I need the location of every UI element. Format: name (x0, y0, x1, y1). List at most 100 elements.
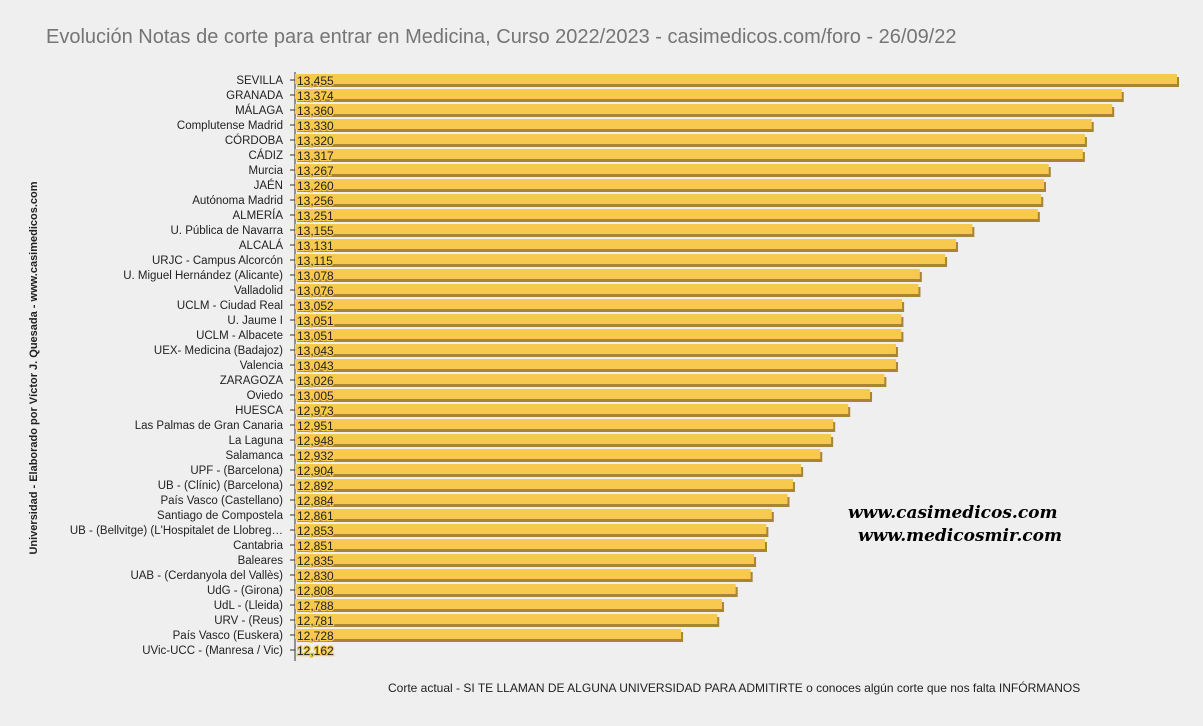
category-label: URV - (Reus) (214, 615, 283, 627)
data-label: 13,026 (297, 374, 334, 388)
category-label: Murcia (248, 165, 283, 177)
bar (295, 89, 1122, 99)
bar (295, 614, 718, 624)
bar (295, 224, 973, 234)
category-label: La Laguna (229, 435, 284, 447)
data-label: 13,267 (297, 164, 334, 178)
category-label: SEVILLA (236, 75, 283, 87)
bar (295, 104, 1113, 114)
data-label: 13,078 (297, 269, 334, 283)
bar (295, 119, 1092, 129)
data-label: 12,904 (297, 464, 334, 478)
bar (295, 524, 767, 534)
bar (295, 374, 885, 384)
data-label: 12,948 (297, 434, 334, 448)
category-label: Autónoma Madrid (192, 195, 283, 207)
bar (295, 449, 821, 459)
bar (295, 434, 832, 444)
category-label: Cantabria (233, 540, 283, 552)
data-label: 13,317 (297, 149, 334, 163)
data-label: 13,260 (297, 179, 334, 193)
data-label: 12,853 (297, 524, 334, 538)
data-label: 13,155 (297, 224, 334, 238)
bar (295, 134, 1085, 144)
category-label: Oviedo (247, 390, 283, 402)
category-label: ZARAGOZA (220, 375, 284, 387)
bar (295, 149, 1083, 159)
category-label: UdL - (Lleida) (214, 600, 283, 612)
bar (295, 539, 765, 549)
category-label: U. Miguel Hernández (Alicante) (123, 270, 283, 282)
category-label: UB - (Bellvitge) (L'Hospitalet de Llobre… (70, 525, 283, 537)
watermark-casimedicos: www.casimedicos.com (848, 503, 1058, 523)
data-label: 13,131 (297, 239, 334, 253)
data-label: 13,043 (297, 344, 334, 358)
bar (295, 419, 834, 429)
data-label: 12,835 (297, 554, 334, 568)
bar (295, 494, 788, 504)
data-label: 12,788 (297, 599, 334, 613)
data-label: 13,374 (297, 89, 334, 103)
data-label: 13,251 (297, 209, 334, 223)
category-label: U. Jaume I (227, 315, 283, 327)
category-label: UVic-UCC - (Manresa / Vic) (142, 645, 283, 657)
data-label: 12,932 (297, 449, 334, 463)
category-label: CÁDIZ (249, 149, 284, 162)
bar (295, 629, 682, 639)
data-label: 12,808 (297, 584, 334, 598)
data-label: 13,043 (297, 359, 334, 373)
bar (295, 164, 1049, 174)
data-label: 12,728 (297, 629, 334, 643)
data-label: 13,051 (297, 329, 334, 343)
bar (295, 269, 920, 279)
bar (295, 239, 956, 249)
data-label: 12,861 (297, 509, 334, 523)
data-label: 13,455 (297, 74, 334, 88)
bar (295, 299, 903, 309)
data-label: 13,115 (297, 254, 333, 268)
category-label: Las Palmas de Gran Canaria (135, 420, 284, 432)
category-label: UPF - (Barcelona) (190, 465, 283, 477)
bar (295, 254, 946, 264)
bar (295, 74, 1177, 84)
category-label: UdG - (Girona) (207, 585, 283, 597)
bar (295, 179, 1044, 189)
bar (295, 509, 772, 519)
bar (295, 404, 849, 414)
bar (295, 569, 751, 579)
category-label: HUESCA (235, 405, 283, 417)
watermark-medicosmir: www.medicosmir.com (858, 526, 1062, 546)
category-label: UEX- Medicina (Badajoz) (154, 345, 283, 357)
bar (295, 389, 871, 399)
category-label: Complutense Madrid (177, 120, 283, 132)
category-label: ALCALÁ (239, 239, 283, 252)
bar (295, 584, 736, 594)
category-label: País Vasco (Euskera) (173, 630, 284, 642)
category-label: UCLM - Albacete (196, 330, 283, 342)
category-label: UCLM - Ciudad Real (177, 300, 283, 312)
data-label: 12,892 (297, 479, 334, 493)
category-label: UB - (Clínic) (Barcelona) (158, 480, 283, 492)
data-label: 13,330 (297, 119, 334, 133)
data-label: 12,884 (297, 494, 334, 508)
data-label: 13,076 (297, 284, 334, 298)
data-label: 13,360 (297, 104, 334, 118)
category-label: URJC - Campus Alcorcón (152, 255, 283, 267)
category-label: CÓRDOBA (225, 134, 283, 147)
bar (295, 599, 723, 609)
category-label: MÁLAGA (235, 104, 283, 117)
data-label: 13,256 (297, 194, 334, 208)
category-label: Valencia (240, 360, 284, 372)
category-label: Salamanca (225, 450, 283, 462)
category-label: Baleares (238, 555, 284, 567)
data-label: 12,781 (297, 614, 334, 628)
category-label: ALMERÍA (233, 209, 284, 222)
category-label: Valladolid (234, 285, 283, 297)
bar (295, 554, 755, 564)
bar (295, 314, 902, 324)
bar (295, 359, 896, 369)
category-label: País Vasco (Castellano) (160, 495, 283, 507)
data-label: 12,973 (297, 404, 334, 418)
